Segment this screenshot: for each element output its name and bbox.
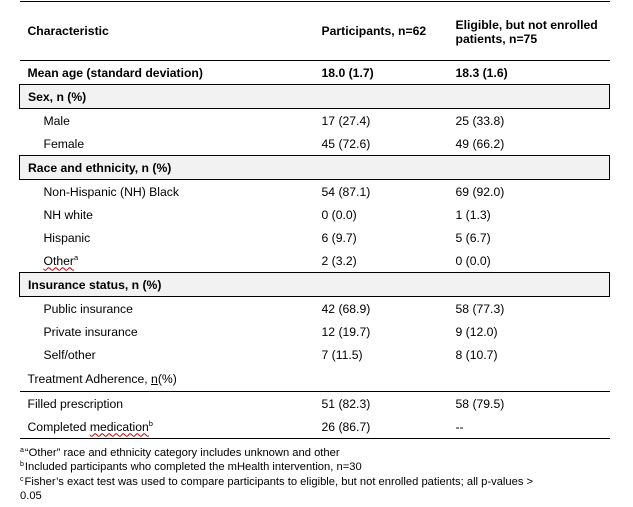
table-row: Othera 2 (3.2) 0 (0.0) xyxy=(19,249,610,273)
header-characteristic: Characteristic xyxy=(19,1,314,61)
mean-age-eligible: 18.3 (1.6) xyxy=(447,60,610,85)
section-row-adherence: Treatment Adherence, n(%) xyxy=(19,366,610,392)
cell-participants: 12 (19.7) xyxy=(321,324,371,339)
footnote-marker: c xyxy=(20,475,24,483)
cell-eligible: -- xyxy=(447,415,610,439)
section-row-insurance: Insurance status, n (%) xyxy=(19,272,610,297)
footnote-text: Included participants who completed the … xyxy=(24,461,362,474)
mean-age-row: Mean age (standard deviation) 18.0 (1.7)… xyxy=(19,60,610,85)
row-label: Self/other xyxy=(43,347,96,362)
cell-participants: 51 (82.3) xyxy=(321,396,371,411)
cell-participants: 26 (86.7) xyxy=(313,415,448,439)
section-label-insurance: Insurance status, n (%) xyxy=(19,272,314,297)
cell-eligible: 8 (10.7) xyxy=(455,347,498,362)
table-row: Filled prescription 51 (82.3) 58 (79.5) xyxy=(20,392,610,416)
cell-eligible: 9 (12.0) xyxy=(455,324,498,339)
cell-participants: 45 (72.6) xyxy=(313,132,448,156)
row-label: Female xyxy=(19,132,314,156)
footnote: bIncluded participants who completed the… xyxy=(20,460,600,474)
row-label-completed: Completed medicationb xyxy=(19,415,314,439)
footnote-text: Fisher’s exact test was used to compare … xyxy=(24,475,534,488)
cell-eligible: 58 (79.5) xyxy=(455,396,505,411)
row-label-text: Other xyxy=(43,253,74,268)
table-row: Private insurance 12 (19.7) 9 (12.0) xyxy=(20,320,610,343)
table-row: Hispanic 6 (9.7) 5 (6.7) xyxy=(20,226,610,249)
cell-eligible: 0 (0.0) xyxy=(447,249,610,273)
footnote-marker: a xyxy=(73,252,79,262)
row-label: Hispanic xyxy=(43,230,91,245)
cell-eligible: 49 (66.2) xyxy=(447,132,610,156)
cell-eligible: 58 (77.3) xyxy=(455,301,505,316)
section-label-race: Race and ethnicity, n (%) xyxy=(19,155,314,180)
cell-participants: 6 (9.7) xyxy=(321,230,357,245)
cell-participants: 17 (27.4) xyxy=(321,113,371,128)
footnote-marker: b xyxy=(148,418,153,428)
row-label: Male xyxy=(43,113,70,128)
demographics-table-container: Characteristic Participants, n=62 Eligib… xyxy=(19,0,611,439)
section-row-race: Race and ethnicity, n (%) xyxy=(19,155,610,180)
cell-participants: 7 (11.5) xyxy=(321,347,363,362)
section-row-sex: Sex, n (%) xyxy=(19,84,610,109)
section-label-sex: Sex, n (%) xyxy=(19,84,314,109)
row-label: NH white xyxy=(43,207,93,222)
row-label: Public insurance xyxy=(43,301,133,316)
cell-participants: 42 (68.9) xyxy=(321,301,371,316)
table-row: Self/other 7 (11.5) 8 (10.7) xyxy=(20,343,610,366)
table-row: NH white 0 (0.0) 1 (1.3) xyxy=(20,203,610,226)
demographics-table: Characteristic Participants, n=62 Eligib… xyxy=(19,1,610,439)
section-label-adherence: Treatment Adherence, n(%) xyxy=(19,366,314,392)
row-label: Filled prescription xyxy=(27,396,124,411)
table-row: Male 17 (27.4) 25 (33.8) xyxy=(20,109,610,133)
cell-eligible: 5 (6.7) xyxy=(455,230,491,245)
mean-age-participants: 18.0 (1.7) xyxy=(313,60,448,85)
cell-participants: 0 (0.0) xyxy=(321,207,357,222)
row-label-other: Othera xyxy=(19,249,314,273)
cell-eligible: 25 (33.8) xyxy=(455,113,505,128)
footnote-continuation: 0.05 xyxy=(20,489,600,503)
footnote-marker: a xyxy=(20,447,24,454)
cell-participants: 2 (3.2) xyxy=(313,249,448,273)
table-row: Public insurance 42 (68.9) 58 (77.3) xyxy=(20,297,610,321)
cell-eligible: 69 (92.0) xyxy=(455,184,505,199)
cell-eligible: 1 (1.3) xyxy=(455,207,491,222)
header-participants: Participants, n=62 xyxy=(313,1,448,61)
footnote: cFisher’s exact test was used to compare… xyxy=(20,475,600,489)
footnote-text: “Other” race and ethnicity category incl… xyxy=(24,447,340,459)
table-row: Female 45 (72.6) 49 (66.2) xyxy=(19,132,610,156)
footnote: a“Other” race and ethnicity category inc… xyxy=(20,446,600,460)
footnote-text: 0.05 xyxy=(20,489,42,502)
footnotes: a“Other” race and ethnicity category inc… xyxy=(20,446,600,503)
cell-participants: 54 (87.1) xyxy=(321,184,371,199)
row-label: Non-Hispanic (NH) Black xyxy=(43,184,179,199)
row-label: Private insurance xyxy=(43,324,138,339)
table-row: Non-Hispanic (NH) Black 54 (87.1) 69 (92… xyxy=(20,180,610,204)
header-eligible: Eligible, but not enrolled patients, n=7… xyxy=(447,1,610,61)
footnote-marker: b xyxy=(20,461,24,469)
table-header-row: Characteristic Participants, n=62 Eligib… xyxy=(19,1,610,61)
mean-age-label: Mean age (standard deviation) xyxy=(19,60,314,85)
row-label-text: medication xyxy=(89,419,149,434)
table-row: Completed medicationb 26 (86.7) -- xyxy=(19,415,610,439)
